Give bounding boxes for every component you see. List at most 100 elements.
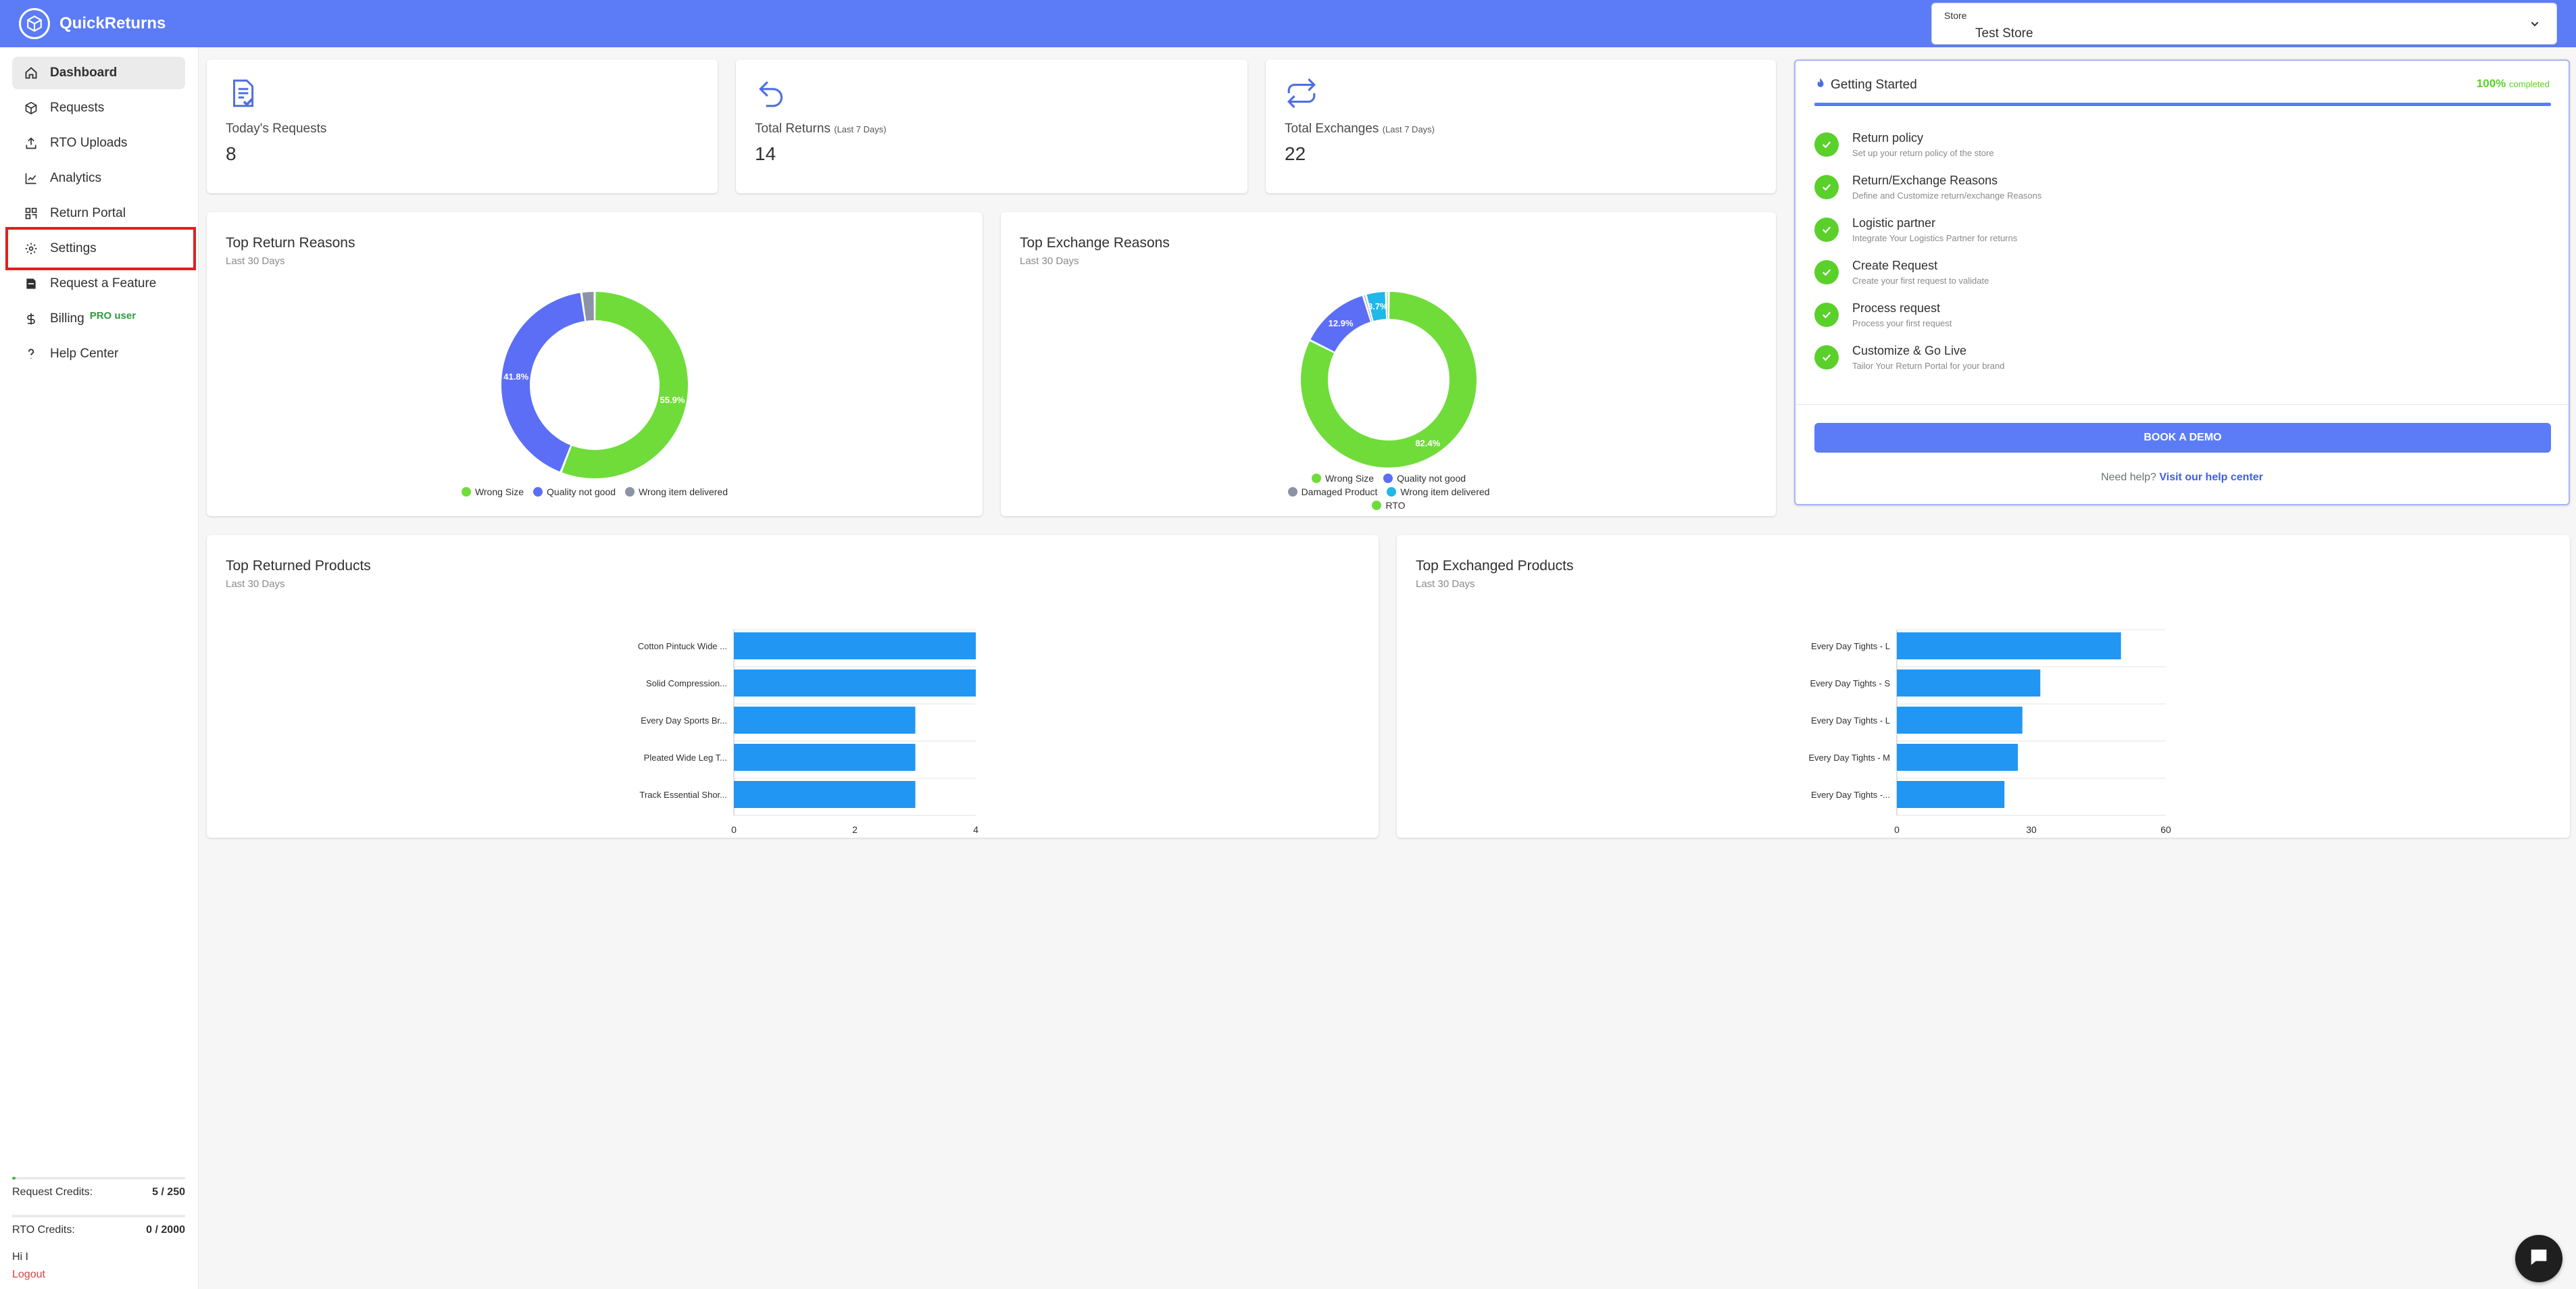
bar[interactable] (734, 707, 916, 734)
legend-label: RTO (1385, 500, 1406, 511)
sidebar-item-return-portal[interactable]: Return Portal (12, 197, 185, 230)
step-title: Return/Exchange Reasons (1852, 174, 1998, 187)
help-center-link[interactable]: Visit our help center (2159, 472, 2263, 483)
sidebar-item-analytics[interactable]: Analytics (12, 162, 185, 195)
bar[interactable] (1897, 781, 2005, 808)
stat-value: 8 (226, 143, 237, 164)
sidebar-item-billing[interactable]: Billing PRO user (12, 303, 185, 335)
sidebar-item-help-center[interactable]: Help Center (12, 338, 185, 370)
request-credits-fill (12, 1177, 16, 1180)
legend-item[interactable]: Quality not good (1383, 473, 1466, 484)
sidebar-item-requests[interactable]: Requests (12, 92, 185, 124)
bar[interactable] (734, 669, 976, 697)
completion-percent: 100% completed (2477, 77, 2550, 91)
getting-started-card: Getting Started 100% completed Return po… (1794, 59, 2570, 505)
donut-slice-label: 12.9% (1329, 318, 1354, 328)
step-return-exchange-reasons[interactable]: Return/Exchange Reasons Define and Custom… (1814, 174, 2041, 201)
sidebar-item-dashboard[interactable]: Dashboard (12, 57, 185, 89)
legend-dot (1372, 501, 1382, 510)
bar[interactable] (1897, 632, 2121, 659)
bar[interactable] (734, 632, 976, 659)
rto-credits-label: RTO Credits: (12, 1224, 75, 1236)
legend-item[interactable]: Wrong Size (1311, 473, 1374, 484)
legend-item[interactable]: Wrong item delivered (625, 486, 728, 497)
bar[interactable] (1897, 669, 2041, 697)
donut-slice-label: 55.9% (660, 395, 685, 405)
bar[interactable] (1897, 744, 2018, 771)
completion-percent-label: completed (2509, 79, 2550, 89)
sidebar: Dashboard Requests RTO Uploads Analytics… (0, 47, 199, 1289)
donut-slice[interactable] (501, 293, 585, 472)
legend-item[interactable]: Damaged Product (1287, 486, 1378, 497)
category-label: Track Essential Shor... (639, 790, 727, 800)
step-process-request[interactable]: Process request Process your first reques… (1814, 301, 1952, 328)
app-logo[interactable]: QuickReturns (19, 8, 166, 39)
donut-slice[interactable] (1366, 292, 1387, 321)
check-icon (1814, 260, 1839, 284)
request-credits-bar (12, 1177, 185, 1180)
store-select[interactable]: Store Test Store (1931, 3, 2557, 45)
getting-started-title: Getting Started (1831, 78, 1917, 92)
legend-dot (625, 487, 635, 497)
chart-title: Top Returned Products (226, 558, 371, 574)
legend-label: Damaged Product (1301, 486, 1378, 497)
sidebar-item-label: Request a Feature (50, 276, 157, 290)
stat-label: Today's Requests (226, 122, 326, 136)
x-tick-label: 60 (2160, 824, 2171, 835)
sidebar-item-label: Dashboard (50, 66, 118, 80)
bar[interactable] (1897, 707, 2023, 734)
donut-slice[interactable] (562, 292, 688, 478)
chart-title: Top Exchanged Products (1416, 558, 1574, 574)
legend-dot (1383, 474, 1393, 483)
step-title: Create Request (1852, 259, 1938, 272)
book-demo-button[interactable]: BOOK A DEMO (1814, 423, 2551, 453)
exchange-reasons-donut: 82.4% 12.9% 3.7% (1301, 292, 1477, 467)
step-desc: Create your first request to validate (1852, 276, 1989, 286)
step-logistic-partner[interactable]: Logistic partner Integrate Your Logistics… (1814, 216, 2017, 243)
donut-slice[interactable] (1364, 295, 1372, 322)
return-arrow-icon (755, 76, 789, 114)
logout-link[interactable]: Logout (12, 1269, 45, 1280)
dollar-icon (23, 311, 39, 327)
x-tick-label: 4 (973, 824, 979, 835)
sidebar-item-request-feature[interactable]: Request a Feature (12, 268, 185, 300)
donut-slice[interactable] (1310, 296, 1370, 352)
step-title: Customize & Go Live (1852, 344, 1967, 357)
stat-card-total-returns: Total Returns (Last 7 Days) 14 (736, 59, 1247, 193)
bar[interactable] (734, 781, 916, 808)
step-customize-go-live[interactable]: Customize & Go Live Tailor Your Return Po… (1814, 344, 2004, 371)
chat-button[interactable] (2515, 1235, 2562, 1282)
stat-value: 14 (755, 143, 776, 164)
legend-label: Quality not good (1397, 473, 1466, 484)
bar[interactable] (734, 744, 916, 771)
returned-products-card: Top Returned Products Last 30 Days Cotto… (207, 535, 1379, 838)
requests-doc-icon (226, 76, 259, 114)
category-label: Every Day Tights - L (1811, 715, 1890, 726)
exchange-arrows-icon (1285, 76, 1318, 114)
sidebar-item-rto-uploads[interactable]: RTO Uploads (12, 127, 185, 159)
sidebar-item-settings[interactable]: Settings (5, 227, 196, 270)
stat-value: 22 (1285, 143, 1306, 164)
legend-item[interactable]: Quality not good (533, 486, 616, 497)
donut-slice[interactable] (1301, 292, 1477, 467)
legend-item[interactable]: RTO (1372, 500, 1406, 511)
sidebar-item-label: Return Portal (50, 206, 126, 220)
getting-started-progress (1814, 103, 2551, 106)
step-create-request[interactable]: Create Request Create your first request … (1814, 259, 1989, 286)
legend-dot (1387, 487, 1397, 497)
donut-slice[interactable] (582, 292, 594, 321)
stat-label: Total Returns (Last 7 Days) (755, 122, 887, 136)
donut-slice-label: 41.8% (503, 372, 528, 382)
legend-item[interactable]: Wrong Size (461, 486, 524, 497)
legend-item[interactable]: Wrong item delivered (1387, 486, 1489, 497)
donut-slice-label: 82.4% (1415, 438, 1440, 449)
rto-credits-bar (12, 1215, 185, 1217)
chart-subtitle: Last 30 Days (226, 578, 285, 590)
flame-icon (1814, 76, 1827, 95)
donut-slice-label: 3.7% (1368, 301, 1388, 311)
chart-title: Top Return Reasons (226, 235, 355, 251)
step-return-policy[interactable]: Return policy Set up your return policy o… (1814, 131, 1994, 158)
exchange-reasons-legend: Wrong Size Quality not good Damaged Produc… (1287, 473, 1490, 511)
pro-user-badge: PRO user (89, 309, 137, 322)
check-icon (1814, 218, 1839, 242)
